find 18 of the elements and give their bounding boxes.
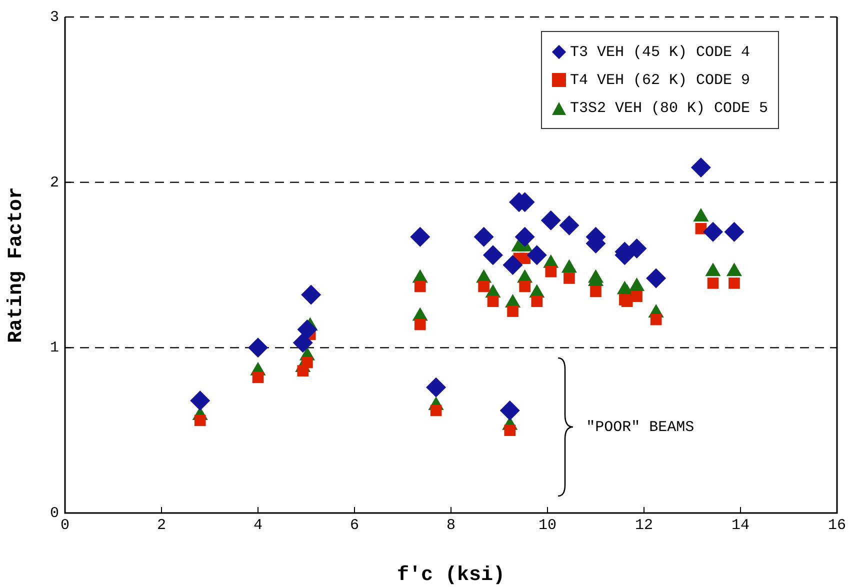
x-tick-label: 12	[634, 516, 654, 534]
legend-label: T3S2 VEH (80 K) CODE 5	[570, 100, 768, 116]
y-tick-label: 3	[50, 8, 59, 26]
y-tick-label: 2	[50, 174, 59, 192]
y-axis-title: Rating Factor	[5, 186, 28, 344]
x-tick-label: 10	[538, 516, 557, 534]
x-tick-label: 8	[446, 516, 456, 534]
y-tick-label: 0	[50, 504, 59, 522]
x-tick-label: 4	[253, 516, 263, 534]
legend-label: T4 VEH (62 K) CODE 9	[570, 72, 750, 88]
legend-label: T3 VEH (45 K) CODE 4	[570, 44, 750, 60]
x-tick-label: 2	[156, 516, 166, 534]
annotation: "POOR" BEAMS	[586, 419, 694, 436]
x-axis-title: f'c (ksi)	[396, 564, 506, 587]
x-tick-label: 14	[731, 516, 750, 534]
x-tick-label: 6	[350, 516, 360, 534]
x-tick-label: 16	[828, 516, 846, 534]
y-tick-label: 1	[50, 340, 59, 357]
